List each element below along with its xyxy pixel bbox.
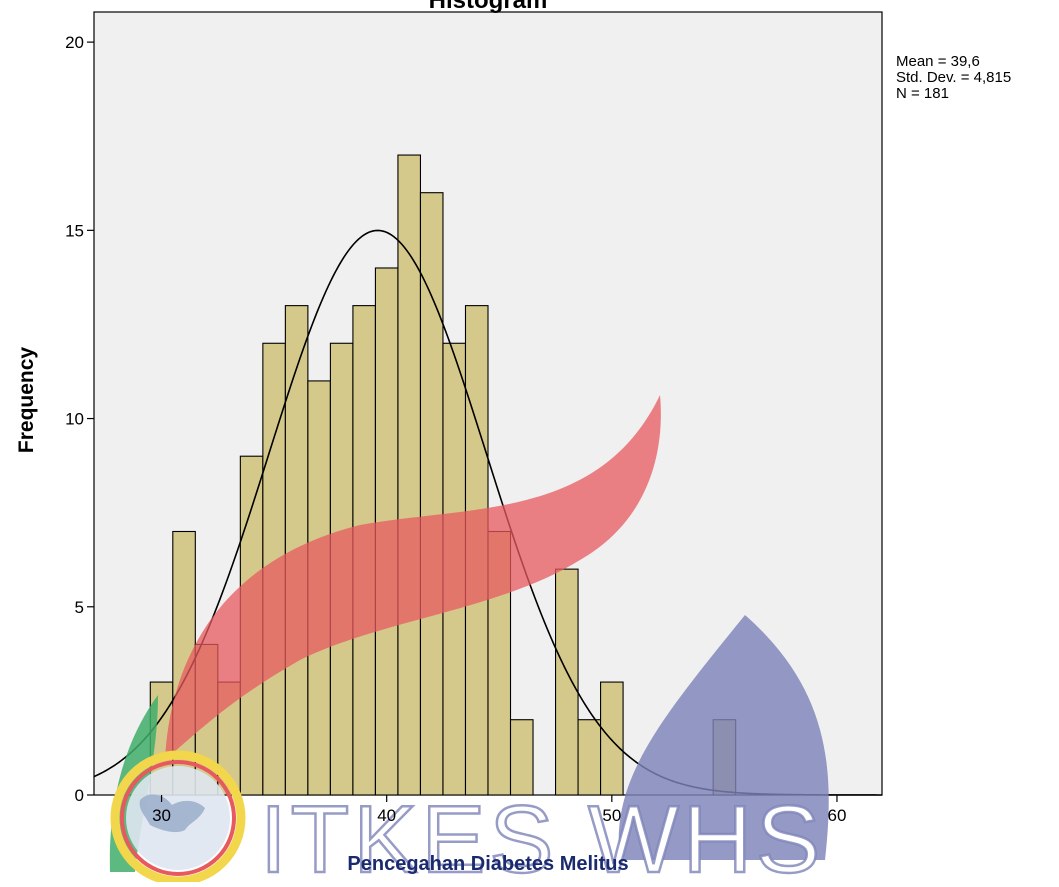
stat-std-dev: Std. Dev. = 4,815 xyxy=(896,69,1012,86)
histogram-bar xyxy=(554,568,579,796)
histogram-bar xyxy=(397,154,422,796)
x-tick-label: 60 xyxy=(828,806,847,825)
histogram-bar xyxy=(577,719,602,796)
stat-mean: Mean = 39,6 xyxy=(896,53,980,70)
x-axis-title: Pencegahan Diabetes Melitus xyxy=(347,853,628,875)
summary-statistics: Mean = 39,6 Std. Dev. = 4,815 N = 181 xyxy=(896,54,1011,102)
x-tick-label: 40 xyxy=(377,806,396,825)
histogram-bar xyxy=(600,681,624,796)
y-tick-label: 5 xyxy=(75,598,84,617)
watermark-red-wave xyxy=(165,395,661,760)
watermark-text: ITKES WHS xyxy=(260,786,824,882)
y-tick-label: 20 xyxy=(65,33,84,52)
axes-layer: 0 5 10 15 20 30 40 50 60 xyxy=(65,33,846,825)
y-tick-label: 0 xyxy=(75,786,84,805)
chart-title: Histogram xyxy=(429,0,548,14)
watermark-ring-yellow xyxy=(110,750,246,886)
x-tick-label: 50 xyxy=(602,806,621,825)
watermark-logo: ITKES WHS xyxy=(109,395,829,887)
histogram-bar xyxy=(509,719,534,796)
histogram-bar xyxy=(419,192,444,796)
y-tick-label: 15 xyxy=(65,221,84,240)
watermark-globe-land xyxy=(139,794,205,833)
watermark-blue-flame xyxy=(618,615,829,860)
watermark-ring-red xyxy=(120,760,236,876)
x-tick-label: 30 xyxy=(152,806,171,825)
y-axis-title: Frequency xyxy=(15,347,38,454)
y-tick-label: 10 xyxy=(65,410,84,429)
stat-n: N = 181 xyxy=(896,85,949,102)
